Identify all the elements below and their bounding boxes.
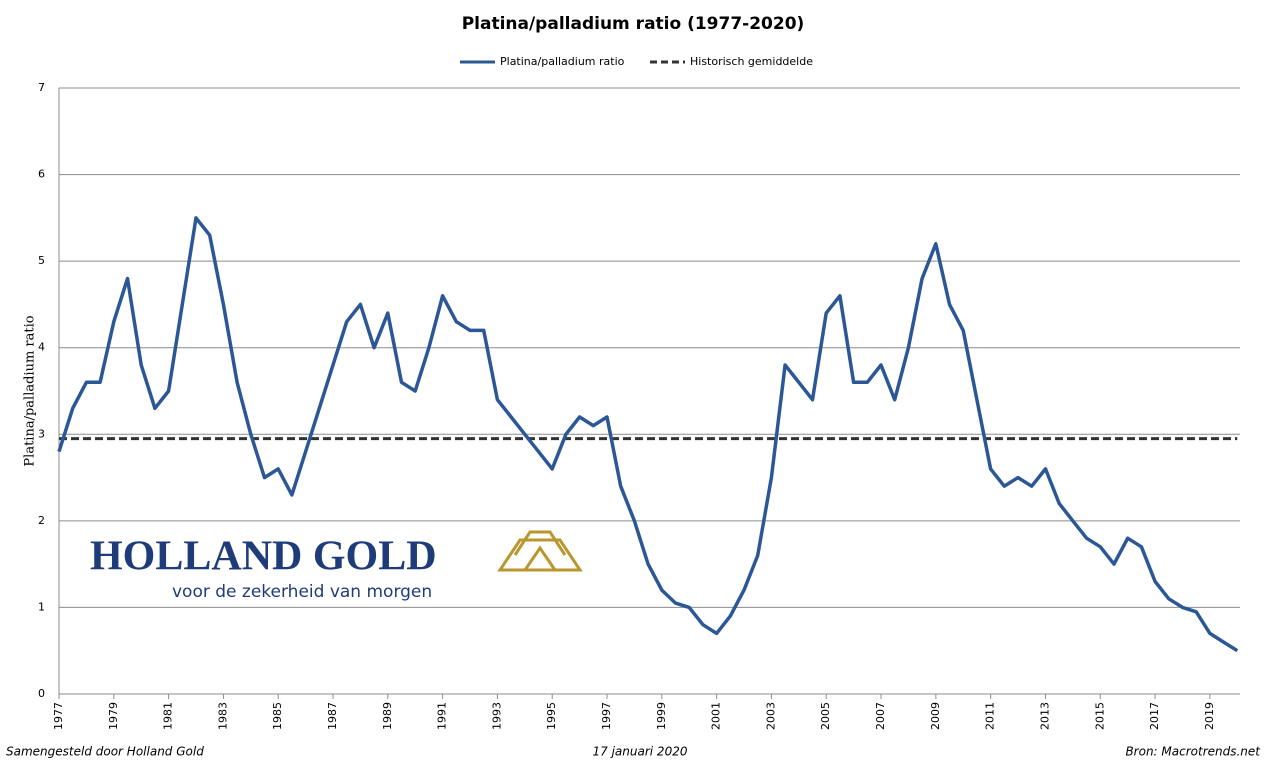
x-tick-label: 1985 bbox=[271, 702, 284, 730]
y-tick-label: 1 bbox=[38, 600, 45, 613]
x-tick-label: 2013 bbox=[1038, 702, 1051, 730]
x-tick-label: 1979 bbox=[107, 702, 120, 730]
x-tick-label: 1991 bbox=[436, 702, 449, 730]
x-tick-label: 2001 bbox=[710, 702, 723, 730]
legend-label: Historisch gemiddelde bbox=[690, 55, 813, 68]
x-tick-label: 1989 bbox=[381, 702, 394, 730]
x-tick-label: 2007 bbox=[874, 702, 887, 730]
x-tick-label: 1977 bbox=[52, 702, 65, 730]
x-tick-label: 2005 bbox=[819, 702, 832, 730]
x-tick-label: 1987 bbox=[326, 702, 339, 730]
series-line bbox=[57, 216, 1239, 653]
x-tick-label: 2011 bbox=[984, 702, 997, 730]
x-tick-label: 1983 bbox=[216, 702, 229, 730]
footer-right: Bron: Macrotrends.net bbox=[1125, 745, 1261, 759]
x-tick-label: 2009 bbox=[929, 702, 942, 730]
x-tick-label: 1997 bbox=[600, 702, 613, 730]
x-tick-label: 1999 bbox=[655, 702, 668, 730]
y-tick-label: 3 bbox=[38, 427, 45, 440]
x-tick-label: 1981 bbox=[162, 702, 175, 730]
x-tick-label: 1993 bbox=[490, 702, 503, 730]
y-tick-label: 0 bbox=[38, 687, 45, 700]
y-tick-label: 6 bbox=[38, 168, 45, 181]
y-tick-label: 4 bbox=[38, 341, 45, 354]
footer-left: Samengesteld door Holland Gold bbox=[6, 745, 204, 759]
x-tick-label: 2015 bbox=[1093, 702, 1106, 730]
footer-center: 17 januari 2020 bbox=[593, 745, 688, 759]
chart-title: Platina/palladium ratio (1977-2020) bbox=[462, 14, 805, 34]
y-tick-label: 5 bbox=[38, 254, 45, 267]
x-tick-label: 1995 bbox=[545, 702, 558, 730]
logo-tagline: voor de zekerheid van morgen bbox=[172, 582, 432, 602]
logo-icon bbox=[497, 530, 583, 572]
x-tick-label: 2019 bbox=[1203, 702, 1216, 730]
x-tick-label: 2017 bbox=[1148, 702, 1161, 730]
logo-name: HOLLAND GOLD bbox=[90, 534, 437, 580]
x-tick-label: 2003 bbox=[764, 702, 777, 730]
legend-label: Platina/palladium ratio bbox=[500, 55, 625, 68]
y-tick-label: 2 bbox=[38, 514, 45, 527]
y-tick-label: 7 bbox=[38, 81, 45, 94]
y-axis-label: Platina/palladium ratio bbox=[23, 315, 38, 466]
